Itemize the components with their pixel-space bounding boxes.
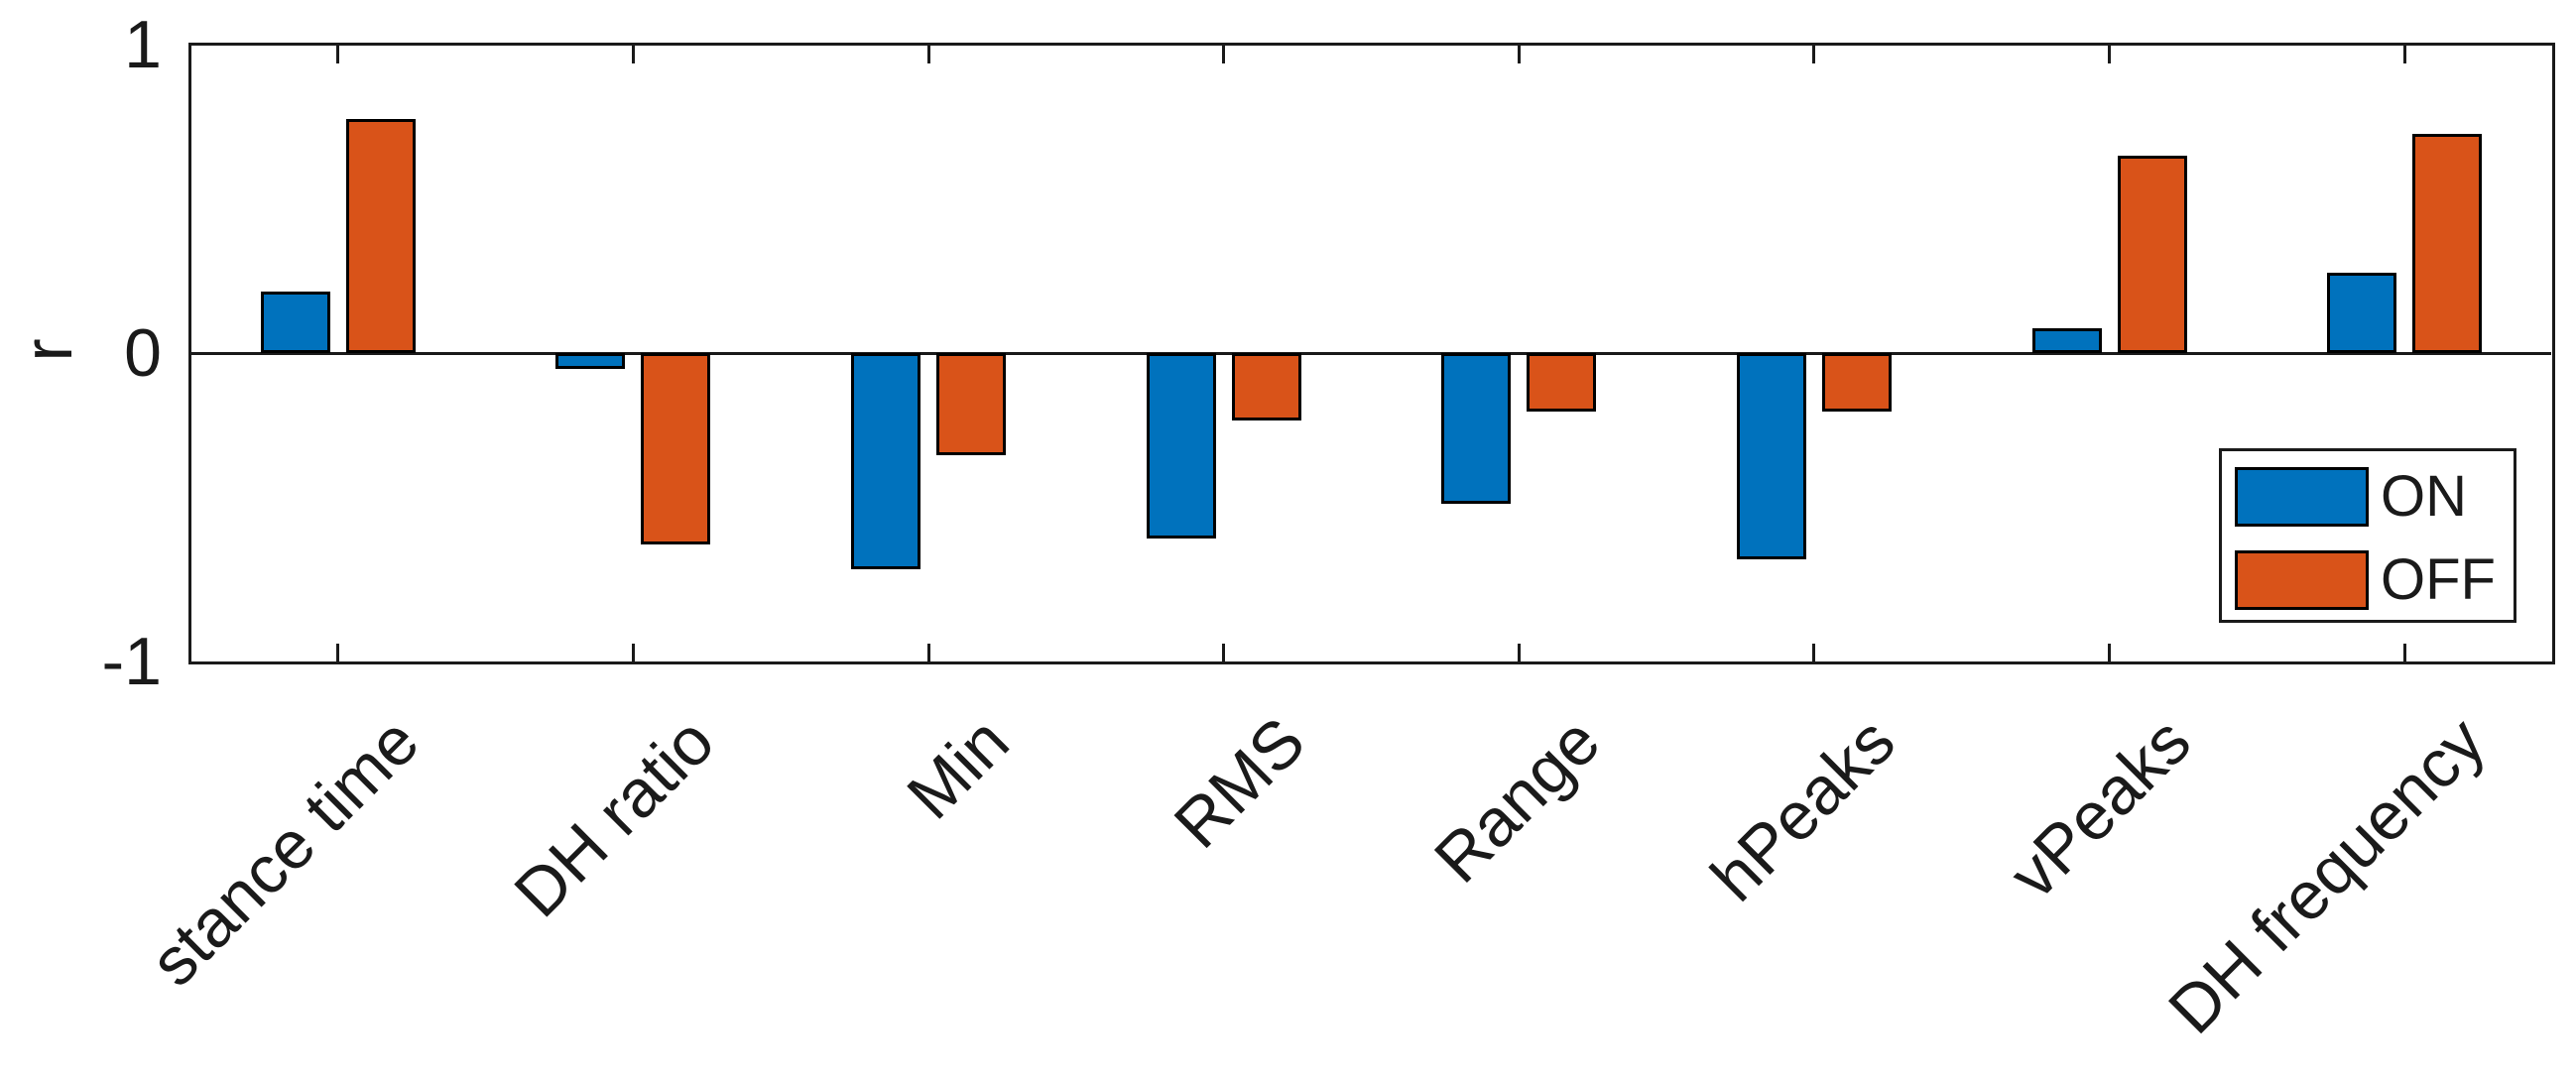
x-tick-bottom-vpeaks (2108, 644, 2112, 661)
legend-swatch-off (2235, 550, 2369, 610)
x-tick-bottom-hpeaks (1812, 644, 1816, 661)
x-tick-top-dh-frequency (2402, 46, 2406, 63)
bar-off-vpeaks (2117, 155, 2187, 353)
bar-off-dh-ratio (641, 353, 711, 544)
x-label-min: Min (893, 703, 1024, 834)
x-tick-bottom-stance-time (336, 644, 340, 661)
bar-off-dh-frequency (2412, 134, 2483, 353)
x-tick-bottom-dh-ratio (631, 644, 635, 661)
bar-on-stance-time (260, 291, 330, 353)
bar-off-min (936, 353, 1007, 455)
bar-off-range (1527, 353, 1597, 413)
x-tick-bottom-dh-frequency (2402, 644, 2406, 661)
x-tick-top-vpeaks (2108, 46, 2112, 63)
legend-swatch-on (2235, 467, 2369, 527)
x-label-dh-frequency: DH frequency (2154, 703, 2501, 1048)
bar-on-dh-frequency (2327, 273, 2397, 353)
x-label-dh-ratio: DH ratio (500, 703, 729, 932)
x-tick-bottom-rms (1222, 644, 1226, 661)
legend-box: ON OFF (2219, 448, 2516, 623)
x-label-stance-time: stance time (136, 703, 433, 1001)
bar-off-rms (1231, 353, 1301, 421)
x-label-rms: RMS (1160, 703, 1319, 863)
x-label-range: Range (1419, 703, 1615, 898)
y-tick-label-1: 1 (124, 7, 162, 82)
x-tick-bottom-range (1517, 644, 1521, 661)
x-tick-top-rms (1222, 46, 1226, 63)
x-tick-top-dh-ratio (631, 46, 635, 63)
legend-label-off: OFF (2381, 547, 2496, 612)
x-tick-top-stance-time (336, 46, 340, 63)
bar-on-vpeaks (2031, 328, 2102, 353)
bar-on-rms (1146, 353, 1216, 539)
bar-on-min (851, 353, 921, 569)
x-tick-top-min (926, 46, 930, 63)
x-tick-top-range (1517, 46, 1521, 63)
x-label-vpeaks: vPeaks (1995, 703, 2205, 913)
x-tick-top-hpeaks (1812, 46, 1816, 63)
x-label-hpeaks: hPeaks (1696, 703, 1909, 916)
legend-label-on: ON (2381, 464, 2467, 529)
bar-off-hpeaks (1821, 353, 1892, 413)
plot-area (188, 43, 2555, 664)
bar-on-range (1441, 353, 1512, 505)
x-tick-bottom-min (926, 644, 930, 661)
y-tick-label-0: 0 (124, 315, 162, 391)
bar-on-dh-ratio (555, 353, 626, 369)
bar-on-hpeaks (1736, 353, 1806, 560)
bar-off-stance-time (345, 118, 416, 353)
zero-baseline (191, 351, 2551, 355)
y-tick-label-1: -1 (101, 624, 162, 699)
